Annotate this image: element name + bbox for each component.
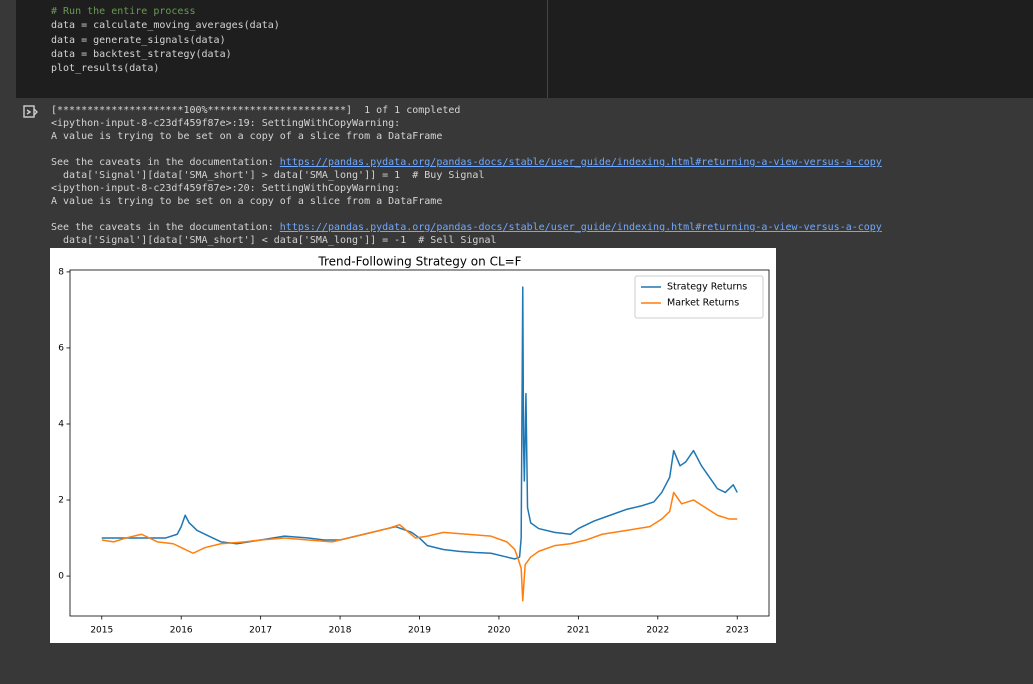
- x-tick-label: 2020: [487, 626, 510, 636]
- x-tick-label: 2017: [249, 626, 272, 636]
- output-text: <ipython-input-8-c23df459f87e>:19: Setti…: [51, 118, 401, 129]
- output-line: <ipython-input-8-c23df459f87e>:20: Setti…: [51, 182, 882, 195]
- series-line: [101, 491, 738, 602]
- output-block: See the caveats in the documentation: ht…: [51, 156, 882, 208]
- legend-label: Strategy Returns: [667, 282, 747, 293]
- output-text: data['Signal'][data['SMA_short'] < data[…: [51, 235, 497, 246]
- doc-link[interactable]: https://pandas.pydata.org/pandas-docs/st…: [279, 157, 882, 168]
- icon-box: [23, 105, 35, 118]
- output-text: See the caveats in the documentation:: [51, 222, 280, 233]
- x-tick-label: 2018: [329, 626, 352, 636]
- x-tick-label: 2023: [726, 626, 749, 636]
- output-line: [*********************100%**************…: [51, 104, 882, 117]
- legend-box: [634, 275, 764, 319]
- output-line: See the caveats in the documentation: ht…: [51, 156, 882, 169]
- axes-frame: [69, 269, 770, 617]
- output-text: [*********************100%**************…: [51, 105, 461, 116]
- code-line: data = backtest_strategy(data): [51, 48, 232, 60]
- y-tick-label: 4: [58, 419, 64, 429]
- output-text: <ipython-input-8-c23df459f87e>:20: Setti…: [51, 183, 401, 194]
- doc-link[interactable]: https://pandas.pydata.org/pandas-docs/st…: [279, 222, 882, 233]
- output-block: See the caveats in the documentation: ht…: [51, 221, 882, 247]
- output-text: data['Signal'][data['SMA_short'] > data[…: [51, 170, 485, 181]
- y-tick-label: 2: [58, 496, 64, 506]
- code-line: # Run the entire process: [51, 6, 196, 17]
- cell-divider: [547, 0, 548, 98]
- output-block: [*********************100%**************…: [51, 104, 882, 143]
- output-line: data['Signal'][data['SMA_short'] > data[…: [51, 169, 882, 182]
- output-text: A value is trying to be set on a copy of…: [51, 131, 443, 142]
- legend-label: Market Returns: [667, 298, 739, 309]
- code-cell[interactable]: # Run the entire process data = calculate…: [16, 0, 1033, 98]
- y-tick-label: 6: [58, 343, 64, 353]
- output-line: A value is trying to be set on a copy of…: [51, 195, 882, 208]
- code-editor[interactable]: # Run the entire process data = calculate…: [51, 5, 280, 76]
- output-line: A value is trying to be set on a copy of…: [51, 130, 882, 143]
- output-line: data['Signal'][data['SMA_short'] < data[…: [51, 234, 882, 247]
- y-tick-label: 0: [58, 572, 64, 582]
- y-tick-label: 8: [58, 267, 64, 277]
- output-text: See the caveats in the documentation:: [51, 157, 280, 168]
- series-line: [101, 286, 738, 560]
- output-line: See the caveats in the documentation: ht…: [51, 221, 882, 234]
- icon-arrow: [26, 108, 38, 116]
- output-icon[interactable]: [22, 103, 40, 121]
- code-line: plot_results(data): [51, 63, 160, 75]
- x-tick-label: 2015: [90, 626, 113, 636]
- x-tick-label: 2019: [408, 626, 431, 636]
- output-line: <ipython-input-8-c23df459f87e>:19: Setti…: [51, 117, 882, 130]
- code-line: data = calculate_moving_averages(data): [51, 20, 280, 32]
- cell-output: [*********************100%**************…: [51, 104, 882, 260]
- chart: Trend-Following Strategy on CL=F 0 2 4 6 8 20…: [50, 248, 776, 643]
- x-tick-label: 2022: [646, 626, 669, 636]
- output-text: A value is trying to be set on a copy of…: [51, 196, 443, 207]
- x-tick-label: 2021: [567, 626, 590, 636]
- x-tick-label: 2016: [170, 626, 193, 636]
- code-line: data = generate_signals(data): [51, 34, 226, 46]
- chart-title: Trend-Following Strategy on CL=F: [317, 255, 521, 269]
